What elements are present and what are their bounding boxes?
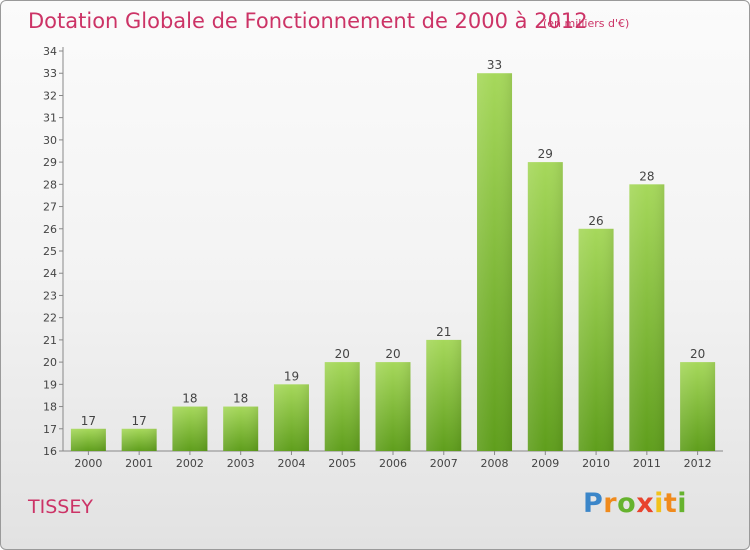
- bar-shine-2001: [121, 428, 157, 451]
- x-tick-label-2009: 2009: [531, 457, 559, 470]
- bar-shine-2009: [527, 162, 563, 451]
- value-label-2000: 17: [81, 414, 96, 428]
- y-tick-label: 33: [43, 67, 57, 80]
- value-label-2008: 33: [487, 58, 502, 72]
- y-tick-label: 16: [43, 445, 57, 458]
- x-tick-label-2004: 2004: [277, 457, 305, 470]
- value-label-2007: 21: [436, 325, 451, 339]
- value-label-2012: 20: [690, 347, 705, 361]
- value-label-2003: 18: [233, 392, 248, 406]
- bar-shine-2007: [426, 339, 462, 451]
- value-label-2010: 26: [588, 214, 603, 228]
- value-label-2006: 20: [385, 347, 400, 361]
- y-tick-label: 26: [43, 223, 57, 236]
- y-tick-label: 22: [43, 312, 57, 325]
- y-tick-label: 20: [43, 356, 57, 369]
- bar-shine-2012: [680, 362, 716, 451]
- value-label-2001: 17: [132, 414, 147, 428]
- value-label-2004: 19: [284, 369, 299, 383]
- bar-shine-2011: [629, 184, 665, 452]
- x-tick-label-2003: 2003: [227, 457, 255, 470]
- y-tick-label: 21: [43, 334, 57, 347]
- y-tick-label: 31: [43, 112, 57, 125]
- y-tick-label: 34: [43, 45, 57, 58]
- x-tick-label-2011: 2011: [633, 457, 661, 470]
- value-label-2005: 20: [335, 347, 350, 361]
- value-label-2002: 18: [182, 392, 197, 406]
- bar-shine-2005: [324, 362, 360, 451]
- y-tick-label: 19: [43, 378, 57, 391]
- y-tick-label: 29: [43, 156, 57, 169]
- bar-shine-2004: [273, 384, 309, 451]
- y-tick-label: 25: [43, 245, 57, 258]
- bar-shine-2002: [172, 406, 208, 451]
- bar-shine-2000: [70, 428, 106, 451]
- bar-shine-2006: [375, 362, 411, 451]
- x-tick-label-2002: 2002: [176, 457, 204, 470]
- value-label-2009: 29: [538, 147, 553, 161]
- bar-shine-2010: [578, 228, 614, 451]
- y-tick-label: 23: [43, 289, 57, 302]
- y-tick-label: 18: [43, 401, 57, 414]
- y-tick-label: 24: [43, 267, 57, 280]
- x-tick-label-2006: 2006: [379, 457, 407, 470]
- proxiti-logo[interactable]: Proxiti: [583, 488, 688, 519]
- chart-title: Dotation Globale de Fonctionnement de 20…: [28, 9, 588, 33]
- y-tick-label: 17: [43, 423, 57, 436]
- y-tick-label: 28: [43, 178, 57, 191]
- y-tick-label: 27: [43, 201, 57, 214]
- y-tick-label: 32: [43, 89, 57, 102]
- x-tick-label-2008: 2008: [481, 457, 509, 470]
- y-tick-label: 30: [43, 134, 57, 147]
- bar-shine-2008: [477, 73, 513, 451]
- bar-shine-2003: [223, 406, 259, 451]
- x-tick-label-2010: 2010: [582, 457, 610, 470]
- x-tick-label-2012: 2012: [684, 457, 712, 470]
- x-tick-label-2005: 2005: [328, 457, 356, 470]
- x-tick-label-2001: 2001: [125, 457, 153, 470]
- commune-name: TISSEY: [28, 496, 93, 518]
- x-tick-label-2000: 2000: [74, 457, 102, 470]
- x-tick-label-2007: 2007: [430, 457, 458, 470]
- chart-unit: (en milliers d'€): [543, 17, 630, 30]
- value-label-2011: 28: [639, 169, 654, 183]
